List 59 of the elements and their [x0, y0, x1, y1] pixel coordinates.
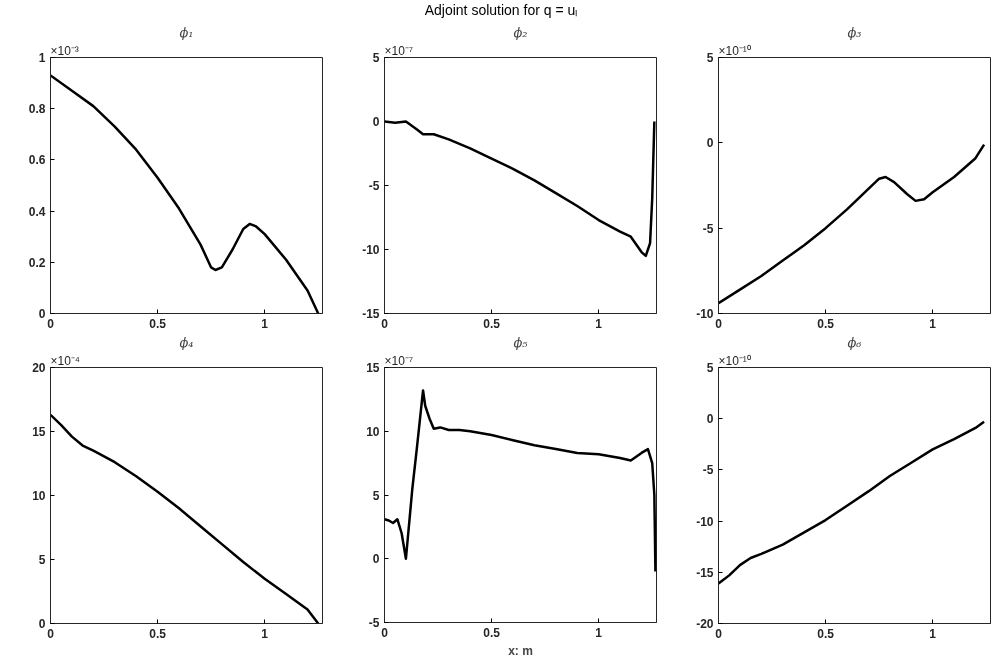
chart-title: ϕ₃: [847, 24, 862, 40]
chart-title: ϕ₁: [179, 24, 194, 40]
y-tick-label: 0.6: [28, 153, 46, 168]
x-tick-label: 1: [261, 626, 269, 641]
x-tick-label: 0.5: [483, 625, 501, 640]
y-tick-label: 5: [706, 361, 714, 375]
y-tick-label: 5: [38, 553, 46, 567]
x-tick-label: 1: [595, 316, 603, 331]
y-tick-label: -15: [696, 565, 714, 580]
x-tick-label: 0.5: [149, 316, 167, 331]
y-tick-label: 15: [32, 425, 46, 439]
y-tick-label: -5: [702, 463, 714, 478]
x-tick-label: 0.5: [817, 316, 835, 331]
y-tick-label: 5: [372, 51, 380, 65]
x-tick-label: 1: [595, 625, 603, 640]
y-tick-label: 0: [706, 412, 714, 427]
y-tick-label: 0: [372, 552, 380, 567]
y-tick-label: -10: [696, 514, 714, 529]
y-tick-label: 5: [706, 51, 714, 65]
chart-title: ϕ₆: [847, 334, 862, 350]
y-tick-label: -20: [696, 617, 714, 631]
chart-title: ϕ₅: [513, 334, 529, 350]
y-tick-label: -5: [368, 179, 380, 193]
x-axis-title: x: m: [508, 643, 533, 658]
annotation: ×10⁻³: [50, 43, 79, 58]
y-tick-label: 15: [366, 361, 380, 375]
y-tick-label: 1: [38, 51, 46, 65]
y-tick-label: -10: [362, 243, 380, 257]
chart-title: ϕ₂: [513, 24, 528, 40]
text: ×10⁻⁷: [384, 353, 414, 368]
y-tick-label: 0.8: [28, 102, 46, 117]
y-tick-label: -10: [696, 307, 714, 321]
y-tick-label: 0.2: [28, 255, 46, 270]
line-series: [718, 143, 986, 305]
y-tick-label: 10: [366, 424, 380, 439]
y-tick-label: -5: [368, 616, 380, 630]
chart-title: ϕ₄: [179, 334, 194, 350]
y-tick-label: -15: [362, 307, 380, 321]
x-tick-label: 1: [929, 626, 937, 641]
annotation: ×10⁻¹⁰: [718, 353, 751, 368]
y-tick-label: 5: [372, 488, 380, 503]
text: Adjoint solution for q = uₗ: [423, 1, 579, 20]
annotation: ×10⁻¹⁰: [718, 43, 751, 58]
x-tick-label: 0.5: [817, 626, 835, 641]
y-tick-label: 10: [32, 489, 46, 503]
y-tick-label: 0.4: [28, 204, 46, 219]
y-tick-label: 0: [372, 115, 380, 129]
x-tick-label: 0.5: [149, 626, 167, 641]
y-tick-label: -5: [702, 221, 714, 236]
line-series: [718, 420, 986, 585]
annotation: ×10⁻⁷: [384, 43, 414, 58]
y-tick-label: 20: [32, 361, 46, 375]
x-tick-label: 1: [261, 316, 269, 331]
x-tick-label: 1: [929, 316, 937, 331]
y-tick-label: 0: [706, 136, 714, 151]
line-series: [384, 389, 657, 573]
x-tick-label: 0.5: [483, 316, 501, 331]
y-tick-label: 0: [38, 307, 46, 321]
annotation: ×10⁻⁴: [50, 353, 81, 368]
